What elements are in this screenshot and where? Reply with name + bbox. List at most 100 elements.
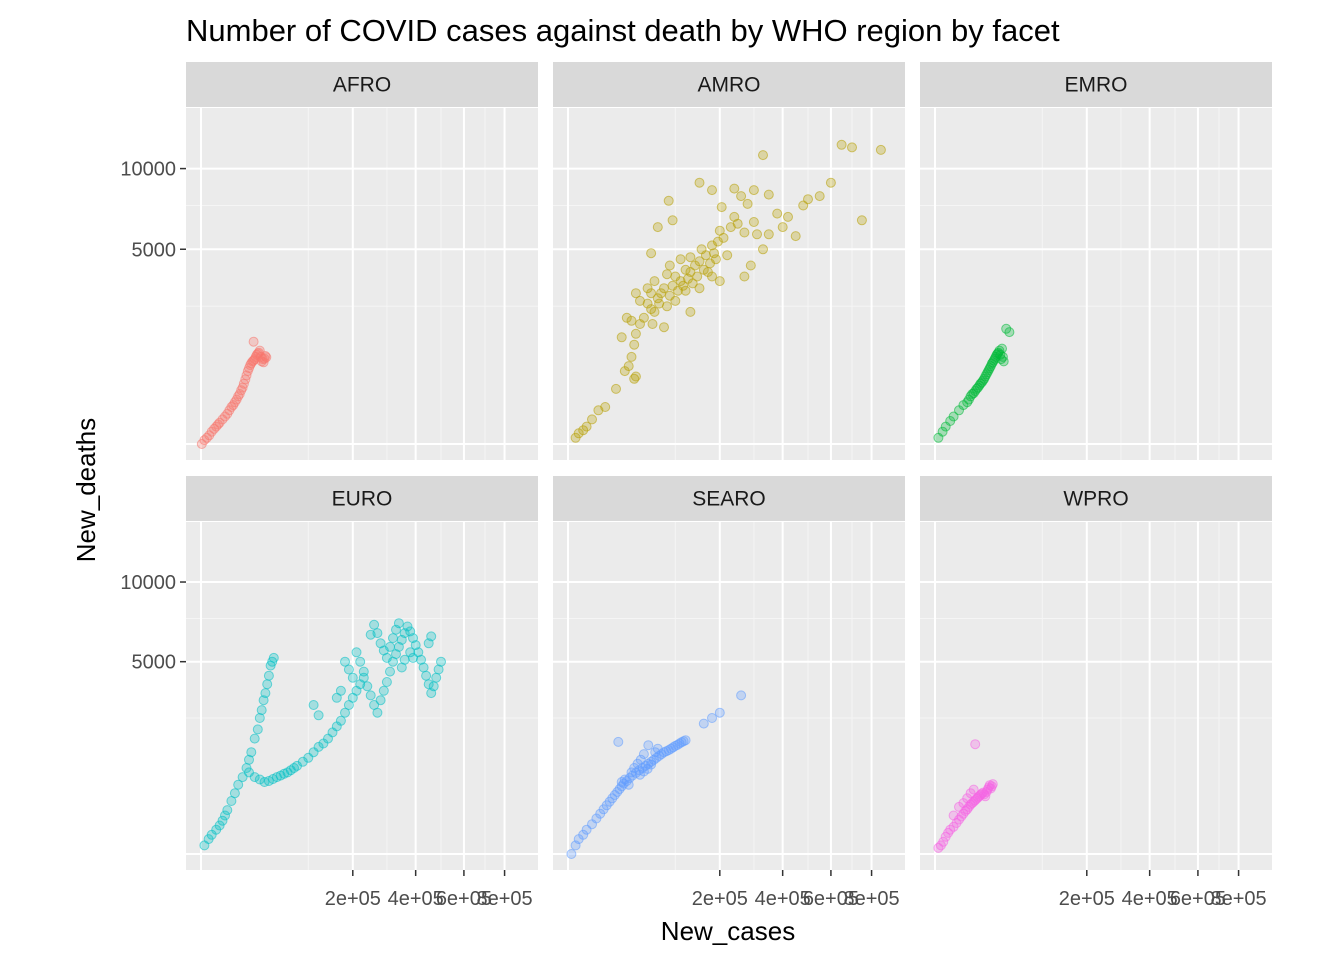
data-point bbox=[783, 211, 793, 222]
facet-strip bbox=[186, 62, 538, 107]
data-point bbox=[248, 336, 259, 347]
data-point bbox=[260, 688, 271, 699]
panel-background bbox=[553, 108, 905, 460]
facet-strip-label: WPRO bbox=[1063, 488, 1128, 511]
data-point bbox=[375, 638, 386, 649]
facet-grid: AFRO 5000 10000 AMRO EMRO EURO 5000 10000 2e+05 4… bbox=[120, 62, 1272, 910]
data-point bbox=[803, 194, 813, 205]
data-point bbox=[685, 306, 696, 317]
data-point bbox=[646, 288, 657, 299]
data-point bbox=[748, 217, 759, 227]
data-point bbox=[621, 312, 632, 323]
data-point bbox=[659, 322, 669, 333]
facet-strip-label: AMRO bbox=[698, 74, 761, 97]
data-point bbox=[385, 666, 395, 677]
data-point bbox=[694, 283, 705, 294]
data-point bbox=[261, 352, 272, 363]
data-point bbox=[600, 402, 611, 412]
data-point bbox=[340, 707, 350, 718]
data-point bbox=[707, 185, 717, 196]
data-point bbox=[638, 749, 649, 760]
data-point bbox=[611, 383, 621, 394]
panel-background bbox=[186, 108, 538, 460]
data-point bbox=[736, 690, 747, 701]
data-point bbox=[670, 295, 681, 306]
data-point bbox=[680, 264, 691, 275]
data-point bbox=[709, 248, 719, 259]
data-point bbox=[623, 361, 634, 372]
data-point bbox=[710, 254, 721, 265]
data-point bbox=[378, 685, 389, 696]
data-point bbox=[638, 312, 649, 323]
data-point bbox=[742, 198, 753, 209]
panel-background bbox=[920, 108, 1272, 460]
data-point bbox=[847, 142, 857, 153]
data-point bbox=[268, 652, 279, 663]
data-point bbox=[748, 185, 759, 196]
y-tick-label: 5000 bbox=[132, 239, 177, 261]
data-point bbox=[675, 254, 686, 265]
y-tick-label: 10000 bbox=[120, 159, 176, 181]
facet-afro: AFRO 5000 10000 bbox=[120, 62, 538, 460]
data-point bbox=[405, 647, 416, 658]
data-point bbox=[649, 306, 660, 317]
data-point bbox=[431, 672, 442, 683]
data-point bbox=[626, 351, 637, 362]
data-point bbox=[675, 276, 686, 287]
data-point bbox=[630, 288, 641, 299]
panel-background bbox=[553, 522, 905, 870]
data-point bbox=[375, 695, 386, 706]
data-point bbox=[214, 820, 225, 831]
data-point bbox=[722, 250, 733, 261]
data-point bbox=[254, 713, 265, 723]
data-point bbox=[712, 236, 723, 247]
data-point bbox=[229, 788, 240, 799]
x-tick-label: 2e+05 bbox=[692, 888, 748, 910]
data-point bbox=[340, 656, 350, 667]
data-point bbox=[233, 779, 244, 790]
data-point bbox=[678, 280, 689, 291]
data-point bbox=[308, 700, 319, 710]
data-point bbox=[256, 705, 267, 716]
data-point bbox=[698, 718, 709, 729]
data-point bbox=[680, 285, 691, 296]
data-point bbox=[948, 411, 959, 422]
data-point bbox=[987, 779, 998, 790]
data-point bbox=[714, 276, 725, 287]
data-point bbox=[244, 754, 254, 765]
data-point bbox=[262, 679, 273, 690]
x-tick-label: 2e+05 bbox=[1059, 888, 1115, 910]
data-point bbox=[358, 666, 369, 677]
data-point bbox=[220, 810, 230, 821]
data-point bbox=[777, 222, 788, 233]
data-point bbox=[716, 202, 727, 213]
data-point bbox=[362, 681, 373, 692]
facet-strip-label: AFRO bbox=[333, 74, 391, 97]
data-point bbox=[436, 656, 446, 667]
x-tick-label: 4e+05 bbox=[388, 888, 444, 910]
facet-strip bbox=[553, 62, 905, 107]
data-point bbox=[385, 641, 395, 652]
data-point bbox=[426, 631, 437, 642]
data-point bbox=[372, 707, 383, 718]
data-point bbox=[581, 421, 592, 432]
data-point bbox=[962, 793, 973, 804]
data-point bbox=[343, 664, 354, 675]
data-point bbox=[687, 278, 698, 289]
data-point bbox=[335, 715, 346, 726]
data-point bbox=[252, 724, 263, 735]
data-point bbox=[652, 222, 663, 233]
data-point bbox=[685, 252, 696, 263]
data-point bbox=[566, 849, 577, 859]
facet-strip-label: SEARO bbox=[692, 488, 766, 511]
data-point bbox=[421, 670, 432, 681]
facet-strip bbox=[920, 476, 1272, 521]
data-point bbox=[752, 229, 762, 240]
data-point bbox=[875, 144, 886, 155]
data-point bbox=[1004, 327, 1015, 338]
facet-amro: AMRO bbox=[553, 62, 905, 460]
facet-strip bbox=[920, 62, 1272, 107]
